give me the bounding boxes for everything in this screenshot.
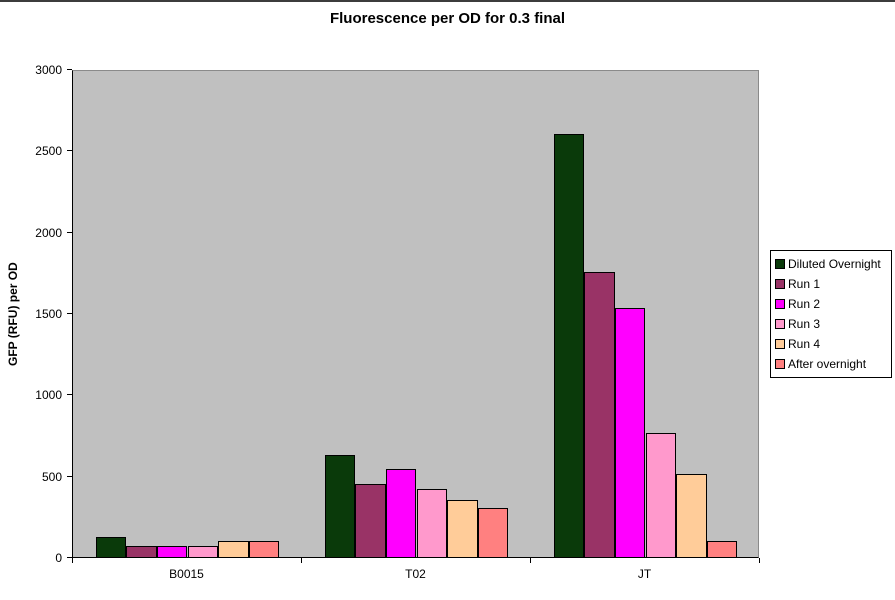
legend-swatch-icon [775,279,785,289]
bar-B0015-series-4 [218,540,249,557]
legend-label: Diluted Overnight [788,257,881,271]
legend-swatch-icon [775,319,785,329]
legend-item-3: Run 3 [773,314,889,334]
bar-B0015-series-0 [95,536,127,557]
x-axis-tick [530,558,531,563]
x-axis-tick [301,558,302,563]
y-tick-label: 2000 [35,225,62,240]
bar-B0015-series-2 [156,545,188,557]
legend-label: After overnight [788,357,867,371]
legend-item-2: Run 2 [773,294,889,314]
x-category-label: JT [637,567,652,581]
legend: Diluted Overnight Run 1 Run 2 Run 3 Run 4 Aft… [770,250,892,378]
bar-JT-series-5 [706,540,738,557]
y-tick-label: 1500 [35,307,62,321]
legend-label: Run 4 [788,337,821,351]
legend-label: Run 1 [788,277,821,291]
x-axis-tick [72,558,73,563]
legend-label: Run 2 [788,297,821,311]
y-axis-tick [67,475,72,477]
plot-area [72,70,759,558]
bar-JT-series-1 [584,272,615,557]
legend-item-1: Run 1 [773,274,889,294]
bar-T02-series-3 [416,488,448,557]
y-axis-tick [67,557,72,558]
y-tick-label: 3000 [35,63,62,77]
bar-B0015-series-1 [126,545,157,557]
legend-swatch-icon [775,359,785,369]
y-axis-tick [67,394,72,396]
legend-swatch-icon [775,339,785,349]
bar-JT-series-3 [645,433,677,557]
y-axis-tick [67,150,72,152]
y-tick-label: 500 [41,469,62,484]
legend-label: Run 3 [788,317,821,331]
y-tick-label: 2500 [35,144,62,159]
bar-T02-series-4 [447,500,478,557]
legend-swatch-icon [775,259,785,269]
legend-item-0: Diluted Overnight [773,254,889,274]
legend-item-4: Run 4 [773,334,889,354]
bar-B0015-series-3 [187,545,219,557]
y-axis-tick [67,313,72,314]
bar-T02-series-1 [355,483,386,557]
bar-B0015-series-5 [248,540,280,557]
y-axis-tick [67,69,72,70]
x-axis-tick [759,558,760,563]
y-tick-label: 1000 [35,388,62,403]
bar-JT-series-0 [553,134,585,557]
y-tick-label: 0 [55,551,62,565]
legend-swatch-icon [775,299,785,309]
y-axis-tick [67,231,72,233]
bar-T02-series-5 [477,508,509,557]
legend-item-5: After overnight [773,354,889,374]
bar-JT-series-2 [614,308,646,557]
chart-title: Fluorescence per OD for 0.3 final [329,10,566,27]
bar-T02-series-2 [385,469,417,557]
bar-JT-series-4 [676,474,707,557]
x-category-label: B0015 [169,567,204,581]
bar-T02-series-0 [324,454,356,557]
x-category-label: T02 [405,567,426,581]
